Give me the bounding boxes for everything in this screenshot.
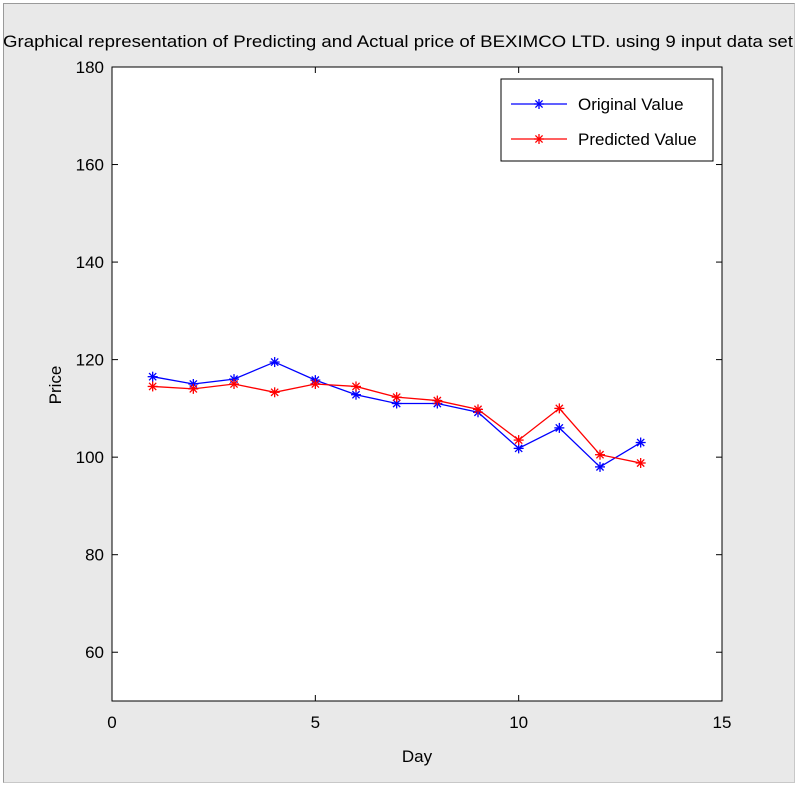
data-point	[554, 403, 565, 414]
data-point	[635, 437, 646, 448]
data-point	[147, 381, 158, 392]
chart-title: Graphical representation of Predicting a…	[4, 33, 793, 51]
data-point	[595, 449, 605, 460]
tick-labels: 0 5 10 15 60 80 100 120 140 160 180	[76, 58, 732, 732]
y-tick-label: 160	[76, 156, 104, 175]
y-tick-label: 180	[76, 58, 104, 77]
data-point	[269, 387, 280, 398]
axes-box	[111, 66, 723, 702]
y-tick-label: 80	[85, 546, 104, 565]
legend-entry: Original Value	[511, 95, 684, 114]
data-point	[351, 381, 361, 392]
legend-label: Predicted Value	[578, 130, 697, 149]
data-point	[310, 379, 321, 389]
x-tick-label: 15	[713, 713, 732, 732]
legend-box	[500, 78, 714, 162]
data-point	[229, 379, 239, 389]
x-tick-label: 0	[107, 713, 116, 732]
data-point	[432, 395, 443, 406]
data-point	[595, 461, 605, 472]
data-point	[147, 371, 158, 382]
axis-ticks	[111, 66, 723, 701]
y-tick-label: 100	[76, 448, 104, 467]
legend-marker	[534, 99, 544, 109]
series-predicted-value	[147, 379, 646, 469]
data-point	[513, 443, 524, 454]
legend-marker	[534, 134, 544, 144]
data-point	[269, 357, 280, 368]
data-point	[188, 383, 199, 394]
y-tick-label: 140	[76, 253, 104, 272]
x-axis-label: Day	[402, 747, 433, 766]
data-point	[473, 404, 483, 415]
y-tick-label: 120	[76, 351, 104, 370]
figure-window: Graphical representation of Predicting a…	[3, 3, 795, 783]
legend-entry: Predicted Value	[511, 130, 697, 149]
y-tick-label: 60	[85, 643, 104, 662]
price-chart: Graphical representation of Predicting a…	[4, 33, 793, 766]
legend-label: Original Value	[578, 95, 684, 114]
data-point	[635, 458, 646, 469]
y-axis-label: Price	[46, 366, 65, 405]
series-layer	[147, 357, 646, 472]
data-point	[391, 392, 402, 403]
x-tick-label: 10	[509, 713, 528, 732]
x-tick-label: 5	[311, 713, 320, 732]
legend: Original Value Predicted Value	[500, 78, 714, 162]
data-point	[513, 435, 524, 446]
data-point	[554, 422, 565, 433]
